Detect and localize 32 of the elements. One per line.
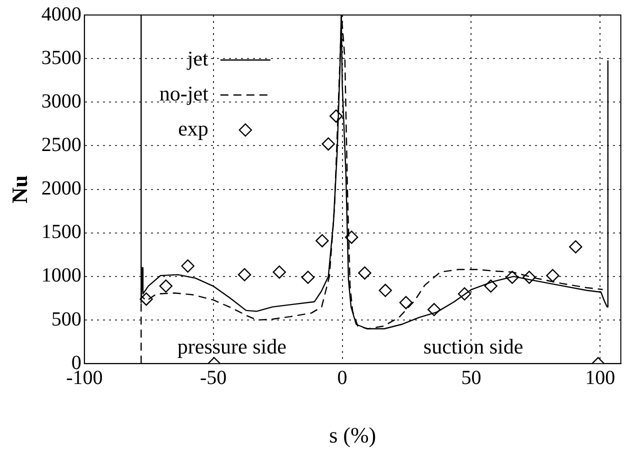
y-tick-label: 3000 — [41, 90, 82, 112]
y-tick-label: 1000 — [41, 264, 82, 287]
point — [484, 279, 498, 293]
point — [358, 266, 372, 280]
y-tick-label: 3500 — [41, 46, 82, 69]
y-tick-label: 500 — [51, 308, 82, 330]
point — [159, 279, 172, 293]
point — [378, 284, 392, 297]
y-tick-label: 1500 — [41, 221, 82, 244]
point — [272, 265, 286, 279]
point — [399, 296, 413, 310]
x-tick-label: 0 — [337, 366, 348, 389]
annotation: suction side — [423, 334, 524, 359]
point — [181, 259, 194, 273]
y-tick-label: 2000 — [41, 178, 82, 200]
legend-label: jet — [186, 46, 209, 71]
x-tick-label: -50 — [200, 366, 227, 389]
x-tick-label: 100 — [585, 366, 616, 389]
x-axis-title: s (%) — [329, 422, 376, 448]
annotation: pressure side — [177, 334, 286, 359]
y-tick-label: 2500 — [41, 134, 82, 156]
point — [569, 240, 582, 254]
point — [316, 234, 329, 248]
legend-label: no-jet — [159, 82, 209, 106]
point — [238, 268, 252, 282]
legend-label: exp — [178, 116, 208, 141]
y-tick-label: 4000 — [41, 3, 82, 26]
y-axis-title: Nu — [6, 175, 32, 204]
point — [301, 270, 315, 284]
point — [546, 268, 560, 282]
point — [322, 137, 335, 151]
x-tick-label: 50 — [461, 366, 482, 389]
